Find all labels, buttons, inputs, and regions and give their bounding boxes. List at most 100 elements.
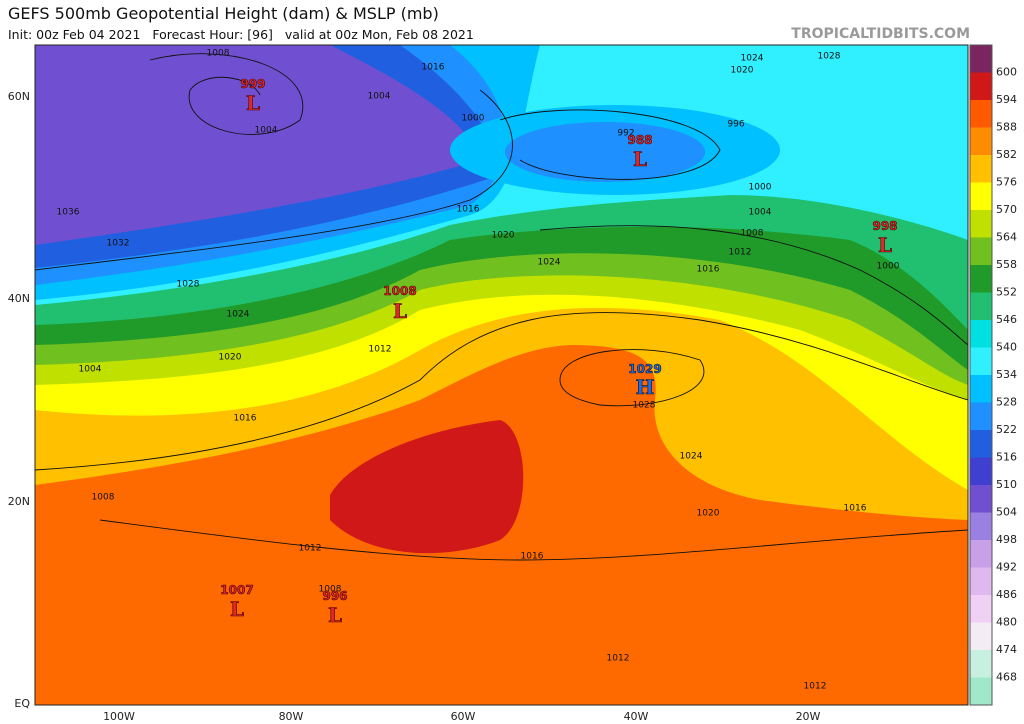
isobar-label: 992 — [617, 129, 634, 139]
lon-label: 40W — [624, 710, 649, 723]
lon-label: 100W — [103, 710, 135, 723]
colorbar-cell — [970, 45, 992, 73]
colorbar-cell — [970, 622, 992, 651]
center-value: 1008 — [383, 284, 416, 298]
isobar-label: 1008 — [207, 49, 230, 59]
isobar-label: 1024 — [741, 54, 764, 64]
isobar-label: 1012 — [729, 248, 752, 258]
colorbar-label: 558 — [996, 258, 1017, 271]
isobar-label: 1008 — [319, 585, 342, 595]
isobar-label: 1016 — [457, 205, 480, 215]
isobar-label: 1000 — [462, 114, 485, 124]
lon-label: 80W — [279, 710, 304, 723]
center-letter: L — [878, 233, 892, 257]
center-value: 988 — [627, 133, 652, 147]
colorbar-label: 564 — [996, 231, 1017, 244]
center-value: L — [633, 147, 647, 171]
colorbar-label: 504 — [996, 506, 1017, 519]
center-letter: H — [636, 375, 655, 399]
lat-label: 40N — [8, 292, 30, 305]
map-fill — [34, 44, 969, 706]
isobar-label: 1012 — [607, 654, 630, 664]
colorbar-cell — [970, 237, 992, 266]
center-letter: L — [230, 597, 244, 621]
center-value: 998 — [872, 219, 897, 233]
isobar-label: 1016 — [521, 552, 544, 562]
title: GEFS 500mb Geopotential Height (dam) & M… — [8, 4, 439, 23]
colorbar-label: 576 — [996, 176, 1017, 189]
colorbar-cell — [970, 430, 992, 458]
colorbar-cell — [970, 155, 992, 183]
colorbar-label: 486 — [996, 588, 1017, 601]
colorbar-label: 492 — [996, 561, 1017, 574]
isobar-label: 1008 — [741, 229, 764, 239]
isobar-label: 1004 — [255, 126, 278, 136]
isobar-label: 1012 — [804, 682, 827, 692]
axes: 100W 80W 60W 40W 20W 60N 40N 20N EQ — [8, 90, 821, 723]
isobar-label: 1020 — [492, 231, 515, 241]
colorbar-cell — [970, 347, 992, 376]
isobar-label: 1000 — [877, 262, 900, 272]
colorbar-cell — [970, 457, 992, 486]
colorbar-label: 582 — [996, 148, 1017, 161]
colorbar-cell — [970, 100, 992, 128]
isobar-label: 1028 — [818, 52, 841, 62]
isobar-label: 996 — [727, 120, 744, 130]
center-value: 1029 — [628, 362, 661, 376]
isobar-labels: 1008 1016 1024 1028 1020 1004 1004 1000 … — [57, 49, 900, 692]
isobar-label: 1004 — [79, 365, 102, 375]
colorbar-label: 468 — [996, 671, 1017, 684]
isobar-label: 1016 — [234, 414, 257, 424]
isobar-label: 1016 — [422, 63, 445, 73]
isobar-label: 1020 — [219, 353, 242, 363]
isobar-label: 1024 — [227, 310, 250, 320]
pressure-centers: 999 L 988 L 998 L 1008 L 1029 H 1007 L 9… — [220, 77, 898, 628]
colorbar-label: 546 — [996, 313, 1017, 326]
colorbar-label: 528 — [996, 396, 1017, 409]
colorbar-cell — [970, 182, 992, 211]
colorbar-label: 534 — [996, 368, 1017, 381]
isobar-label: 1004 — [749, 208, 772, 218]
isobar-label: 1032 — [107, 239, 130, 249]
colorbar-label: 522 — [996, 423, 1017, 436]
colorbar-frame — [969, 44, 993, 706]
colorbar-label: 474 — [996, 643, 1017, 656]
center-value: 996 — [322, 589, 347, 603]
isobar-label: 1016 — [697, 265, 720, 275]
center-letter: L — [246, 91, 260, 115]
isobar-label: 1024 — [680, 452, 703, 462]
isobar-label: 1012 — [369, 345, 392, 355]
isobar-label: 1000 — [749, 183, 772, 193]
colorbar-cell — [970, 375, 992, 403]
colorbar-label: 510 — [996, 478, 1017, 491]
isobar-label: 1008 — [92, 493, 115, 503]
isobar-label: 1012 — [299, 544, 322, 554]
colorbar-cell — [970, 677, 992, 706]
colorbar-label: 498 — [996, 533, 1017, 546]
isobar-label: 1036 — [57, 208, 80, 218]
colorbar-label: 540 — [996, 341, 1017, 354]
colorbar-cell — [970, 485, 992, 513]
center-letter: L — [393, 299, 407, 323]
subtitle: Init: 00z Feb 04 2021 Forecast Hour: [96… — [8, 27, 474, 42]
colorbar: 600 594 588 582 576 570 564 558 552 546 540 534 528 5… — [969, 44, 1017, 706]
watermark: TROPICALTIDBITS.COM — [791, 26, 970, 42]
lat-label: EQ — [14, 697, 30, 710]
isobar-label: 1024 — [538, 258, 561, 268]
colorbar-cell — [970, 595, 992, 623]
colorbar-cell — [970, 650, 992, 678]
isobar-label: 1020 — [697, 509, 720, 519]
colorbar-cell — [970, 540, 992, 568]
colorbar-cell — [970, 265, 992, 293]
lat-label: 20N — [8, 495, 30, 508]
colorbar-label: 600 — [996, 66, 1017, 79]
colorbar-cell — [970, 320, 992, 348]
colorbar-label: 480 — [996, 616, 1017, 629]
colorbar-cell — [970, 72, 992, 101]
center-letter: L — [328, 603, 342, 627]
colorbar-cell — [970, 567, 992, 596]
colorbar-cell — [970, 292, 992, 321]
colorbar-cell — [970, 402, 992, 431]
center-value: 999 — [240, 77, 265, 91]
